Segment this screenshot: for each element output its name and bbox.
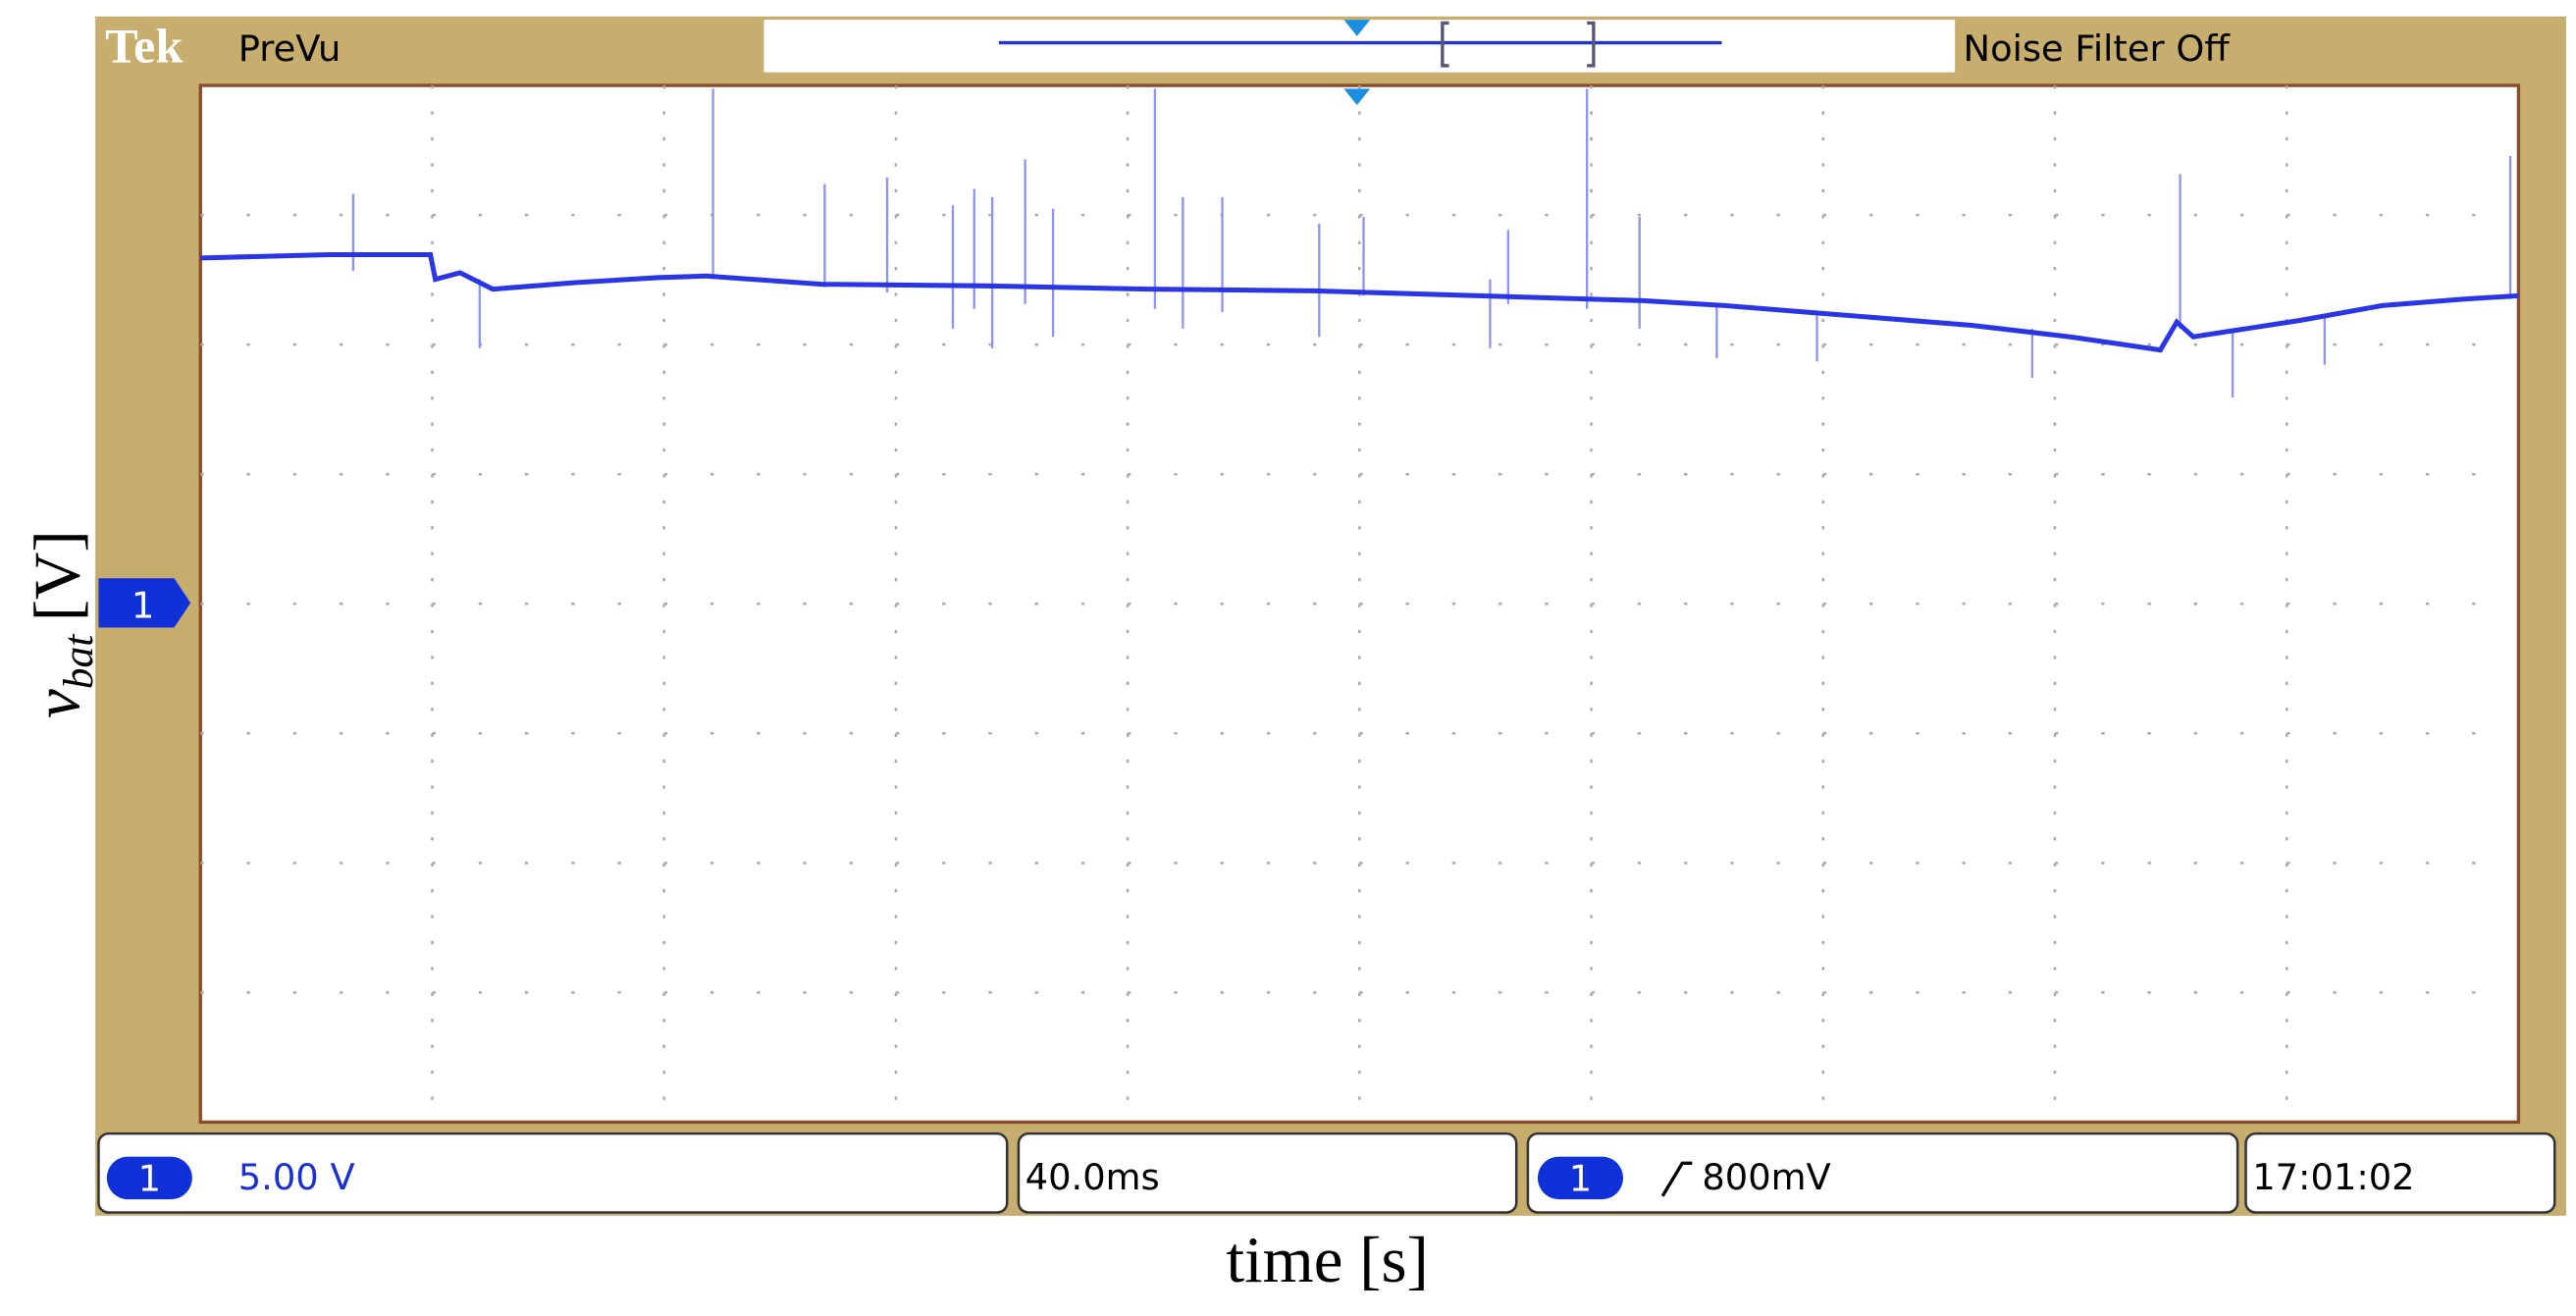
x-axis-label: time [s] (1226, 1224, 1428, 1296)
trigger-badge-label: 1 (1569, 1158, 1592, 1200)
trigger-slope (1660, 1161, 1693, 1197)
graticule (198, 83, 2521, 1125)
y-axis-label: vbat [V] (21, 530, 101, 718)
timebase: 40.0ms (1025, 1156, 1160, 1198)
timebase-box (1017, 1132, 1518, 1214)
trace (200, 251, 2519, 353)
trigger-box (1526, 1132, 2239, 1214)
vertical-box (97, 1132, 1009, 1214)
record-window (1441, 21, 1596, 68)
trigger-marker (1343, 88, 1371, 106)
y-unit: [V] (21, 530, 93, 621)
vertical-scale: 5.00 V (238, 1156, 355, 1198)
channel-badge (106, 1156, 192, 1200)
trigger-badge (1537, 1156, 1624, 1200)
channel-marker-label: 1 (131, 584, 154, 626)
trigger-position (1343, 20, 1371, 36)
trace-spikes (351, 88, 2512, 398)
mode: PreVu (238, 27, 342, 70)
y-symbol: v (21, 689, 93, 718)
trigger-level: 800mV (1702, 1156, 1830, 1198)
y-subscript: bat (55, 634, 102, 690)
clock: 17:01:02 (2252, 1156, 2414, 1198)
clock-box (2244, 1132, 2556, 1214)
noise-filter: Noise Filter Off (1964, 27, 2232, 70)
channel-badge-label: 1 (138, 1158, 161, 1200)
channel-marker (98, 578, 191, 628)
status-bar: 1 5.00 V 40.0ms 1 800mV 17:01:02 (97, 1132, 2556, 1214)
brand: Tek (105, 19, 183, 74)
